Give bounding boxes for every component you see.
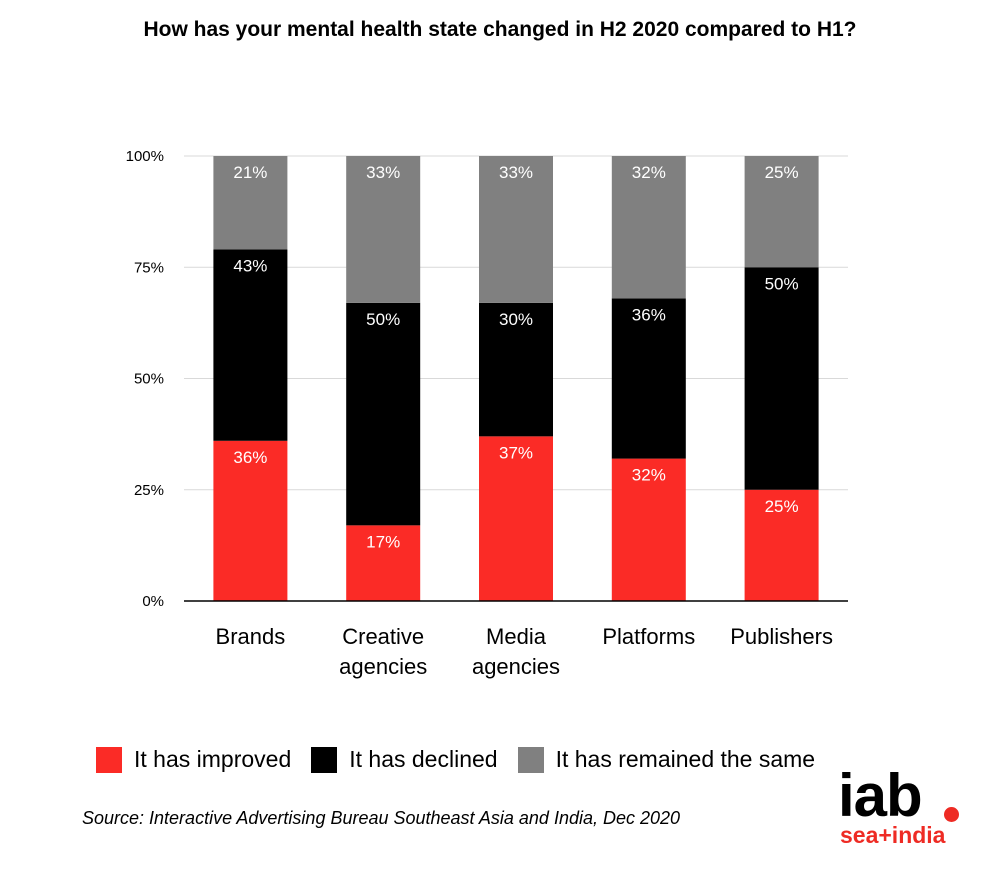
legend-label-improved: It has improved xyxy=(134,746,292,772)
legend-swatch-improved xyxy=(96,746,122,773)
logo-subtitle: sea+india xyxy=(840,822,946,848)
logo-wordmark: iab xyxy=(838,762,923,829)
chart-title: How has your mental health state changed… xyxy=(143,18,857,41)
y-tick-label: 50% xyxy=(134,371,164,388)
legend-item-declined: It has declined xyxy=(311,746,498,773)
iab-logo: iab sea+india xyxy=(838,766,968,860)
stacked-bar-chart: 0% 25% 50% 75% 100% 36% 43% 21% Brands 17% 50% 33% C… xyxy=(126,148,848,679)
legend-label-declined: It has declined xyxy=(349,746,498,772)
data-label-same: 21% xyxy=(233,163,267,182)
x-tick-label: agencies xyxy=(472,654,560,679)
legend-swatch-same xyxy=(517,746,544,773)
y-tick-label: 75% xyxy=(134,259,164,276)
data-label-improved: 36% xyxy=(233,448,267,467)
bar-segment-declined xyxy=(346,302,421,526)
x-tick-label: Media xyxy=(486,624,547,649)
y-tick-label: 100% xyxy=(126,148,164,165)
y-tick-label: 25% xyxy=(134,482,164,499)
bar-segment-improved xyxy=(346,525,421,601)
chart-legend: It has improved It has declined It has r… xyxy=(96,746,835,773)
data-label-same: 25% xyxy=(765,163,799,182)
legend-item-same: It has remained the same xyxy=(517,746,816,773)
data-label-improved: 32% xyxy=(632,466,666,485)
data-label-same: 33% xyxy=(499,163,533,182)
logo-dot-icon xyxy=(944,807,959,822)
data-label-declined: 36% xyxy=(632,305,666,324)
x-tick-label: Creative xyxy=(342,624,424,649)
data-label-same: 32% xyxy=(632,163,666,182)
data-label-declined: 43% xyxy=(233,256,267,275)
bar-segment-declined xyxy=(213,249,288,441)
x-tick-label: Brands xyxy=(216,624,286,649)
bar-segment-declined xyxy=(611,298,686,459)
bar-segment-declined xyxy=(479,302,553,437)
bar-segment-same xyxy=(611,156,686,299)
bar-segment-improved xyxy=(479,436,553,601)
data-label-improved: 25% xyxy=(765,497,799,516)
data-label-improved: 37% xyxy=(499,443,533,462)
data-label-declined: 50% xyxy=(765,274,799,293)
legend-swatch-declined xyxy=(311,746,338,773)
data-label-declined: 50% xyxy=(366,310,400,329)
y-tick-label: 0% xyxy=(142,593,164,610)
x-tick-label: Platforms xyxy=(602,624,695,649)
data-label-same: 33% xyxy=(366,163,400,182)
bar-segment-improved xyxy=(744,489,819,601)
bar-segment-improved xyxy=(611,458,686,601)
bar-segment-same xyxy=(744,156,819,268)
bar-segment-improved xyxy=(213,440,288,601)
legend-item-improved: It has improved xyxy=(96,746,291,773)
data-label-declined: 30% xyxy=(499,310,533,329)
bar-segment-same xyxy=(479,156,553,303)
bar-segment-declined xyxy=(744,267,819,490)
x-tick-label: Publishers xyxy=(730,624,833,649)
source-note: Source: Interactive Advertising Bureau S… xyxy=(82,808,681,828)
bar-segment-same xyxy=(213,156,288,250)
data-label-improved: 17% xyxy=(366,532,400,551)
bar-segment-same xyxy=(346,156,421,303)
legend-label-same: It has remained the same xyxy=(555,746,816,772)
x-tick-label: agencies xyxy=(339,654,427,679)
